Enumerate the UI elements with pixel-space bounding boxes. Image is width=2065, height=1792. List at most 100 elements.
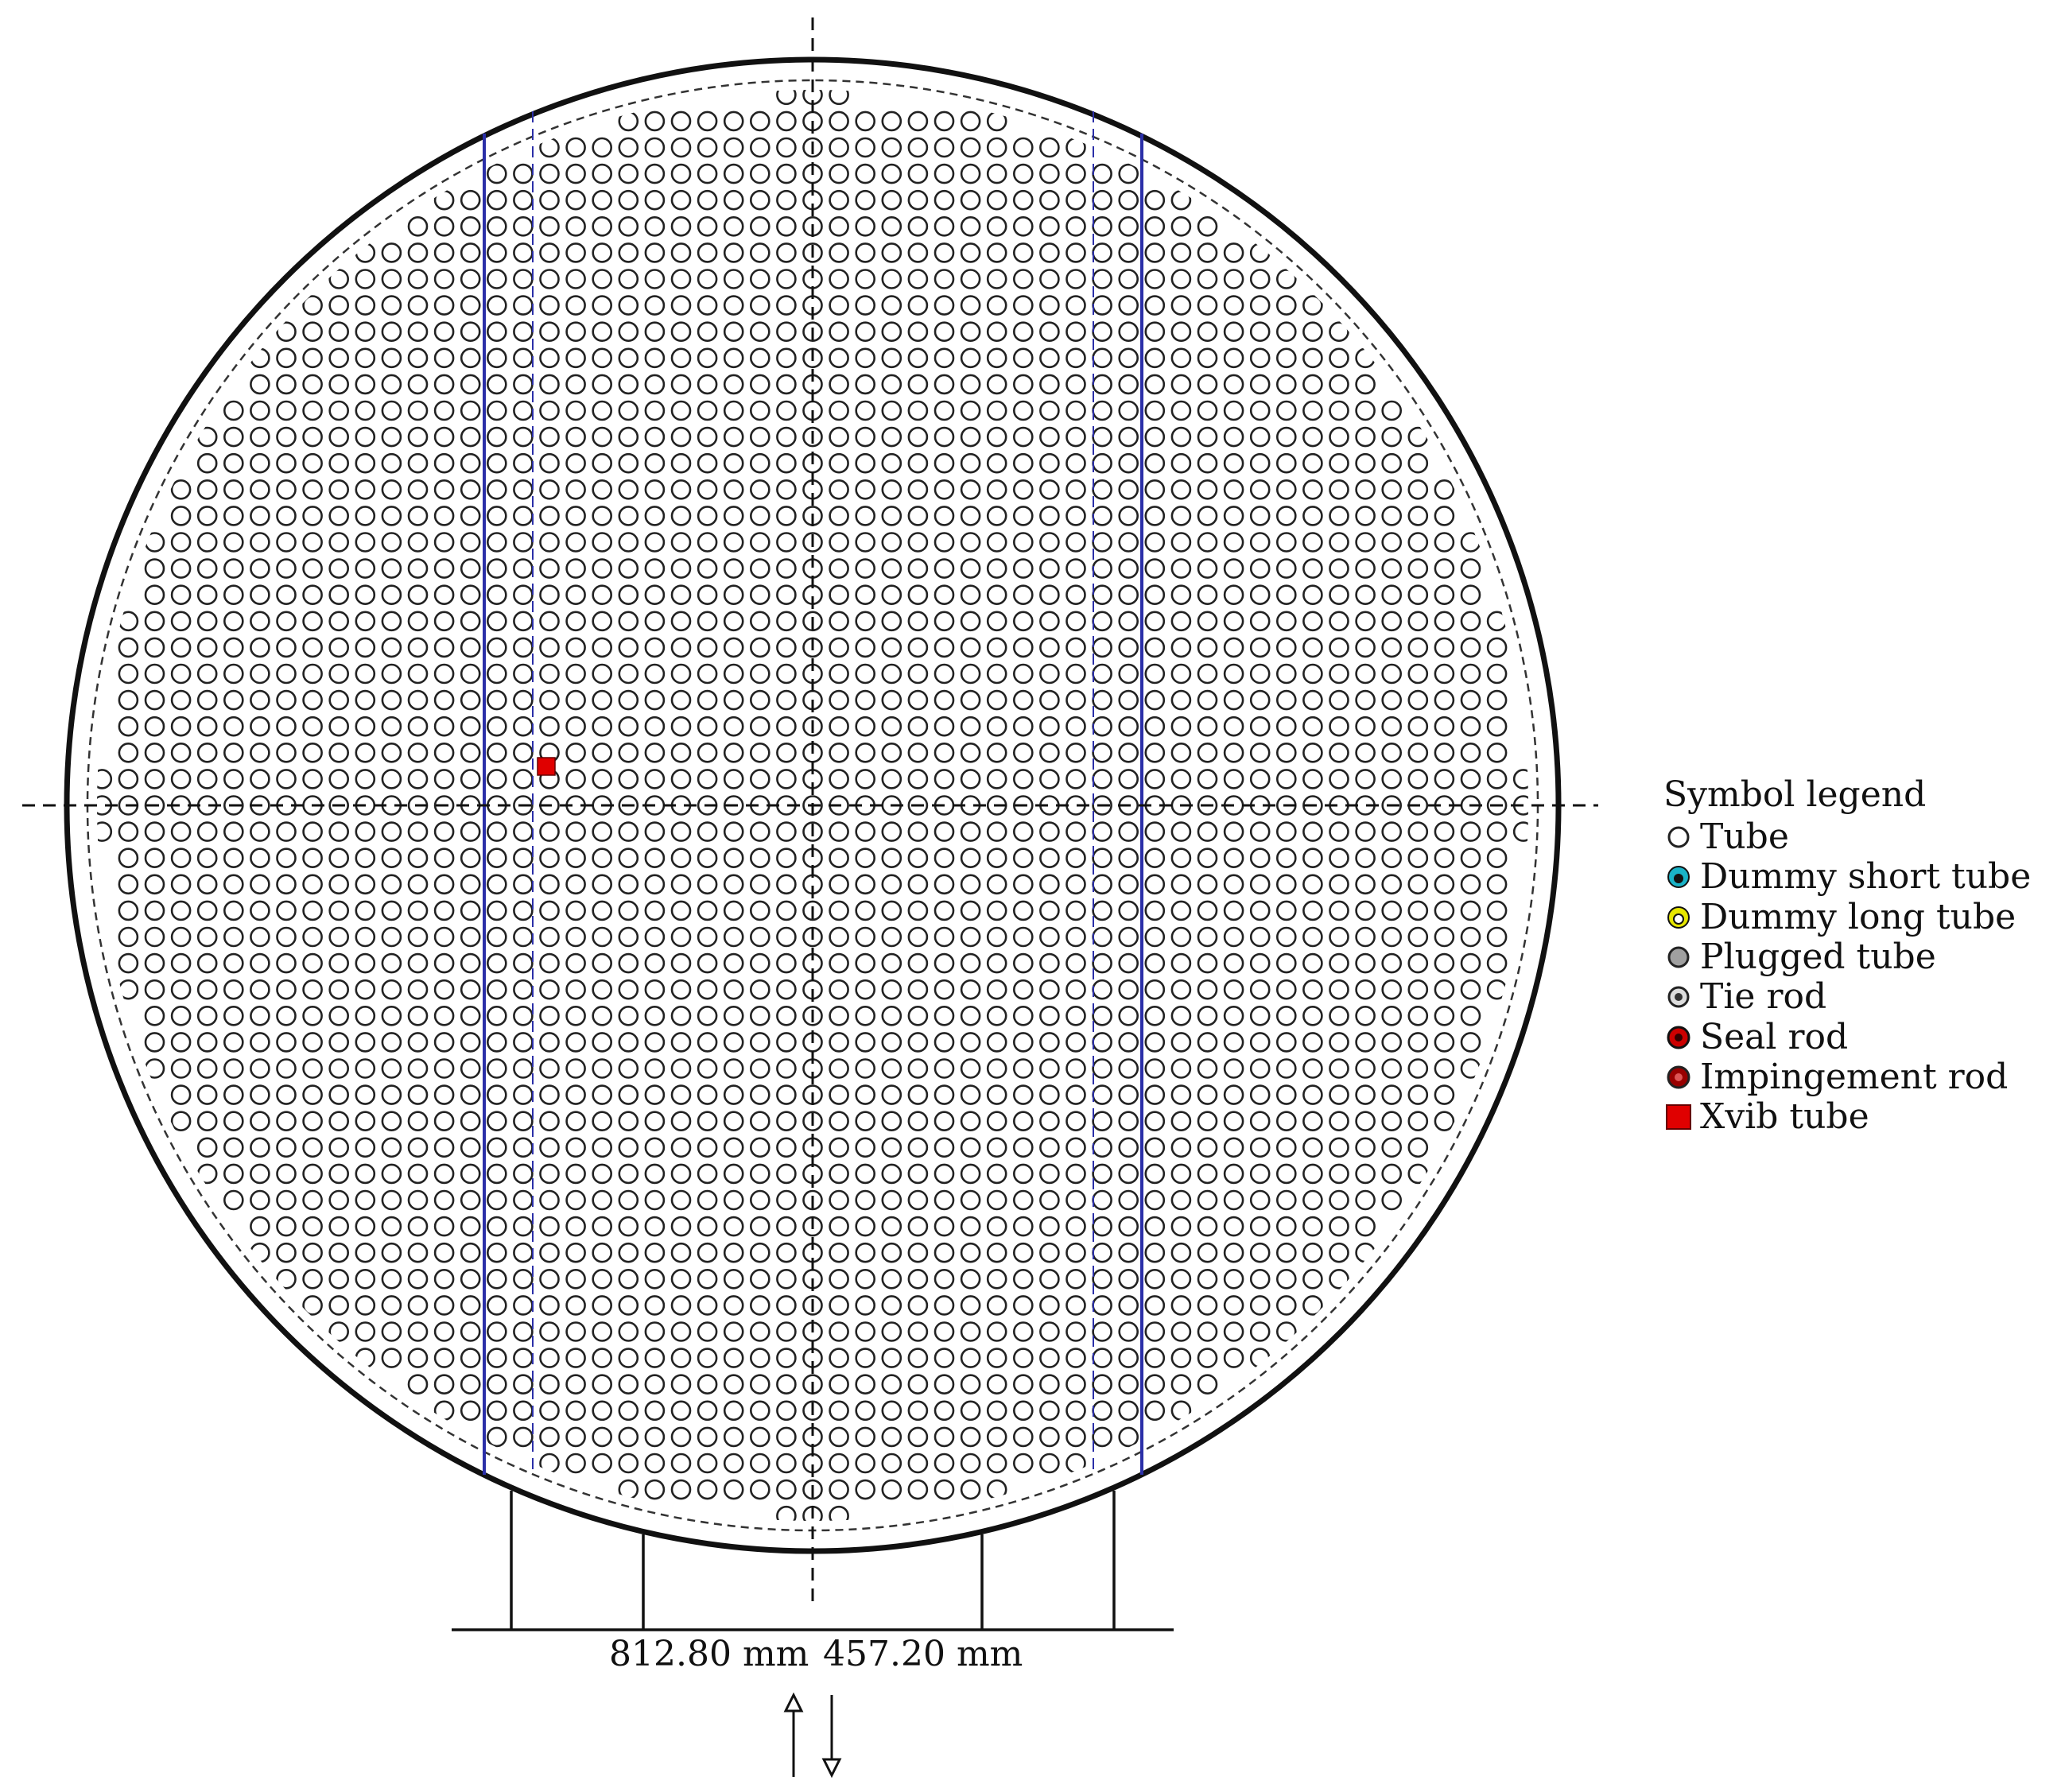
tube-circle xyxy=(1013,374,1034,395)
tube-circle xyxy=(618,1400,639,1422)
tube-circle xyxy=(907,1295,929,1316)
tube-circle xyxy=(1118,347,1139,369)
tube-circle xyxy=(1013,400,1034,421)
tube-circle xyxy=(723,452,744,474)
tube-circle xyxy=(1329,1216,1349,1237)
tube-circle xyxy=(1039,137,1060,158)
tube-circle xyxy=(196,426,218,448)
tube-circle xyxy=(1302,637,1323,658)
tube-circle xyxy=(697,952,718,974)
tube-circle xyxy=(407,821,429,842)
tube-circle xyxy=(302,584,323,606)
tube-circle xyxy=(223,1058,244,1079)
tube-circle xyxy=(749,242,770,263)
grey-filled-circle-icon xyxy=(1663,942,1694,972)
tube-circle xyxy=(644,900,666,921)
tube-circle xyxy=(1223,479,1244,500)
tube-circle xyxy=(1381,1189,1402,1211)
legend-label: Dummy short tube xyxy=(1700,856,2032,898)
tube-circle xyxy=(934,1321,955,1342)
tube-circle xyxy=(539,637,560,658)
tube-circle xyxy=(565,979,586,1000)
tube-circle xyxy=(960,137,981,158)
tube-circle xyxy=(934,874,955,895)
tube-circle xyxy=(670,1163,692,1185)
tube-circle xyxy=(723,506,744,526)
tube-circle xyxy=(1170,558,1192,579)
tube-circle xyxy=(1092,689,1112,711)
tube-circle xyxy=(433,689,455,711)
tube-circle xyxy=(1355,900,1376,921)
tube-circle xyxy=(1039,1321,1060,1342)
tube-circle xyxy=(381,900,402,921)
tube-circle xyxy=(1329,1163,1349,1185)
tube-circle xyxy=(1329,1058,1349,1079)
tube-circle xyxy=(749,637,770,658)
tube-circle xyxy=(460,848,481,868)
tube-circle xyxy=(776,1321,797,1342)
tube-circle xyxy=(986,426,1007,448)
tube-circle xyxy=(1276,663,1297,685)
tube-circle xyxy=(723,295,744,316)
tube-circle xyxy=(960,952,981,974)
tube-circle xyxy=(1092,347,1112,369)
tube-circle xyxy=(250,374,270,395)
tube-circle xyxy=(1302,1269,1323,1290)
tube-circle xyxy=(723,1216,744,1237)
tube-circle xyxy=(670,1189,692,1211)
tube-circle xyxy=(1407,874,1429,895)
tube-circle xyxy=(1381,848,1402,868)
tube-circle xyxy=(1276,1295,1297,1316)
tube-circle xyxy=(1329,926,1349,948)
tube-circle xyxy=(565,900,586,921)
tube-circle xyxy=(1381,663,1402,685)
tube-circle xyxy=(776,295,797,316)
tube-circle xyxy=(486,1032,507,1053)
tube-circle xyxy=(565,295,586,316)
tube-circle xyxy=(723,215,744,237)
tube-circle xyxy=(1355,926,1376,948)
tube-circle xyxy=(486,1163,507,1185)
tube-circle xyxy=(1170,400,1192,421)
tube-circle xyxy=(486,1348,507,1368)
tube-circle xyxy=(934,374,955,395)
tube-circle xyxy=(565,321,586,343)
tube-circle xyxy=(1460,742,1481,763)
tube-circle xyxy=(1197,479,1218,500)
tube-circle xyxy=(960,163,981,184)
tube-circle xyxy=(1407,1058,1429,1079)
tube-circle xyxy=(1276,584,1297,606)
tube-circle xyxy=(1302,1058,1323,1079)
tube-circle xyxy=(1329,1006,1349,1026)
tube-circle xyxy=(1407,532,1429,553)
tube-circle xyxy=(1092,532,1112,553)
tube-circle xyxy=(986,926,1007,948)
tube-circle xyxy=(670,663,692,685)
tube-circle xyxy=(1329,1269,1349,1290)
tube-circle xyxy=(855,111,875,132)
tube-circle xyxy=(1302,874,1323,895)
tube-circle xyxy=(407,1216,429,1237)
tube-circle xyxy=(960,1374,981,1394)
tube-circle xyxy=(1197,321,1218,343)
tube-circle xyxy=(1197,689,1218,711)
tube-circle xyxy=(486,848,507,868)
tube-circle xyxy=(1197,1321,1218,1342)
tube-circle xyxy=(1065,1163,1086,1185)
tube-circle xyxy=(1170,1374,1192,1394)
tube-circle xyxy=(1065,1111,1086,1131)
xvib-tube-marker xyxy=(537,757,556,776)
tube-circle xyxy=(829,189,849,211)
tube-circle xyxy=(539,821,560,842)
tube-circle xyxy=(592,900,613,921)
tube-circle xyxy=(829,400,849,421)
tube-circle xyxy=(986,1295,1007,1316)
tube-circle xyxy=(697,1111,718,1131)
tube-circle xyxy=(829,532,849,553)
tube-circle xyxy=(592,689,613,711)
tube-circle xyxy=(1407,689,1429,711)
tube-circle xyxy=(1144,848,1166,868)
tube-circle xyxy=(907,163,929,184)
tube-circle xyxy=(881,1189,902,1211)
tube-circle xyxy=(881,1084,902,1105)
